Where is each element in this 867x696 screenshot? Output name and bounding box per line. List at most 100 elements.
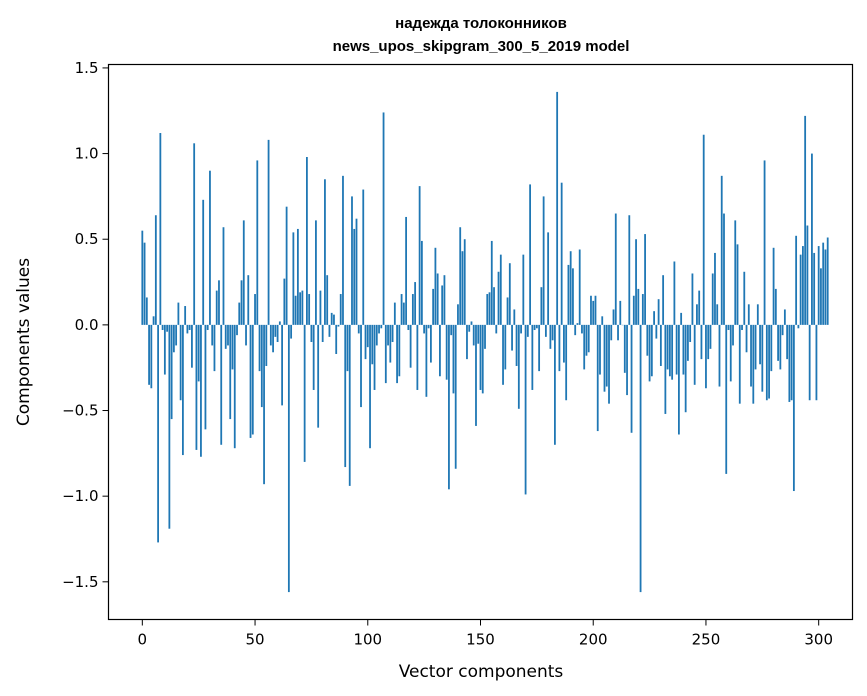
bar bbox=[750, 324, 752, 387]
x-axis-label: Vector components bbox=[399, 662, 564, 682]
bar bbox=[558, 324, 561, 372]
bar bbox=[346, 324, 349, 372]
bar bbox=[344, 324, 347, 468]
bar bbox=[193, 143, 196, 325]
bar bbox=[522, 254, 525, 325]
bar bbox=[817, 246, 820, 325]
bar bbox=[326, 275, 329, 325]
bar bbox=[414, 282, 417, 325]
bar bbox=[583, 324, 586, 370]
bar bbox=[179, 324, 182, 401]
x-tick-label: 0 bbox=[138, 631, 148, 649]
bar bbox=[357, 324, 360, 334]
bar bbox=[229, 324, 232, 420]
bar bbox=[526, 324, 529, 337]
bar bbox=[608, 324, 610, 404]
bar bbox=[263, 324, 265, 485]
bar bbox=[448, 324, 450, 490]
bar bbox=[236, 324, 238, 336]
bar bbox=[596, 324, 599, 432]
bar bbox=[141, 230, 144, 325]
bar bbox=[540, 287, 543, 325]
bar bbox=[265, 324, 268, 366]
bar bbox=[797, 324, 800, 329]
bar bbox=[423, 324, 426, 334]
bar bbox=[556, 91, 559, 325]
bar bbox=[251, 324, 254, 435]
bar bbox=[301, 290, 304, 325]
bar bbox=[716, 304, 719, 325]
bar bbox=[172, 324, 175, 353]
bar bbox=[623, 324, 626, 373]
bar bbox=[425, 324, 428, 397]
y-axis: −1.5 −1.0 −0.5 0.0 0.5 1.0 1.5 bbox=[62, 59, 109, 591]
bar bbox=[659, 324, 662, 366]
bar bbox=[551, 324, 554, 341]
bar bbox=[278, 321, 281, 325]
bar bbox=[191, 324, 193, 368]
bar bbox=[614, 213, 617, 325]
bar bbox=[493, 287, 495, 325]
bar bbox=[700, 324, 703, 360]
bar bbox=[664, 324, 667, 414]
bar bbox=[319, 290, 322, 325]
bar bbox=[159, 133, 162, 325]
bar bbox=[693, 324, 696, 385]
bar bbox=[475, 324, 477, 426]
bar bbox=[637, 288, 640, 325]
bar bbox=[242, 220, 245, 325]
bar bbox=[732, 324, 734, 346]
bar bbox=[714, 252, 716, 325]
bar bbox=[702, 134, 705, 325]
bar bbox=[603, 324, 606, 392]
bar bbox=[220, 324, 223, 445]
bar bbox=[186, 324, 189, 334]
bar bbox=[324, 179, 326, 325]
bar bbox=[650, 324, 653, 377]
bar bbox=[468, 324, 471, 332]
bar bbox=[328, 324, 331, 337]
bar bbox=[184, 306, 187, 325]
bar bbox=[689, 324, 692, 342]
bar bbox=[747, 304, 750, 325]
bar bbox=[166, 324, 169, 332]
bar bbox=[150, 324, 153, 389]
bar bbox=[542, 196, 545, 325]
bar bbox=[200, 324, 202, 457]
bar bbox=[306, 157, 308, 325]
bar bbox=[310, 324, 313, 342]
bar bbox=[630, 324, 633, 433]
bar bbox=[292, 232, 295, 325]
bar bbox=[454, 324, 457, 469]
bar bbox=[206, 324, 209, 331]
bar bbox=[574, 324, 577, 336]
bar bbox=[267, 139, 270, 325]
bar bbox=[524, 324, 527, 495]
bar bbox=[369, 324, 371, 449]
bar bbox=[486, 294, 489, 325]
bar bbox=[666, 324, 669, 370]
bar bbox=[786, 324, 789, 360]
bar bbox=[330, 312, 333, 325]
bar bbox=[804, 115, 807, 325]
bar bbox=[382, 112, 385, 325]
bar bbox=[599, 324, 601, 375]
bar bbox=[585, 324, 588, 356]
bar bbox=[612, 309, 615, 325]
bar bbox=[170, 324, 173, 420]
bar bbox=[781, 324, 784, 336]
bar bbox=[443, 275, 446, 325]
bar bbox=[254, 294, 256, 325]
bar bbox=[411, 294, 414, 325]
bar bbox=[815, 324, 818, 401]
bar bbox=[188, 324, 191, 331]
bar bbox=[204, 324, 207, 430]
bar bbox=[157, 324, 159, 543]
bar bbox=[610, 324, 613, 341]
bar bbox=[772, 247, 775, 325]
bar bbox=[644, 234, 646, 325]
bar bbox=[402, 302, 405, 325]
bar bbox=[691, 273, 694, 325]
x-tick-label: 300 bbox=[804, 631, 833, 649]
bar bbox=[211, 324, 214, 346]
